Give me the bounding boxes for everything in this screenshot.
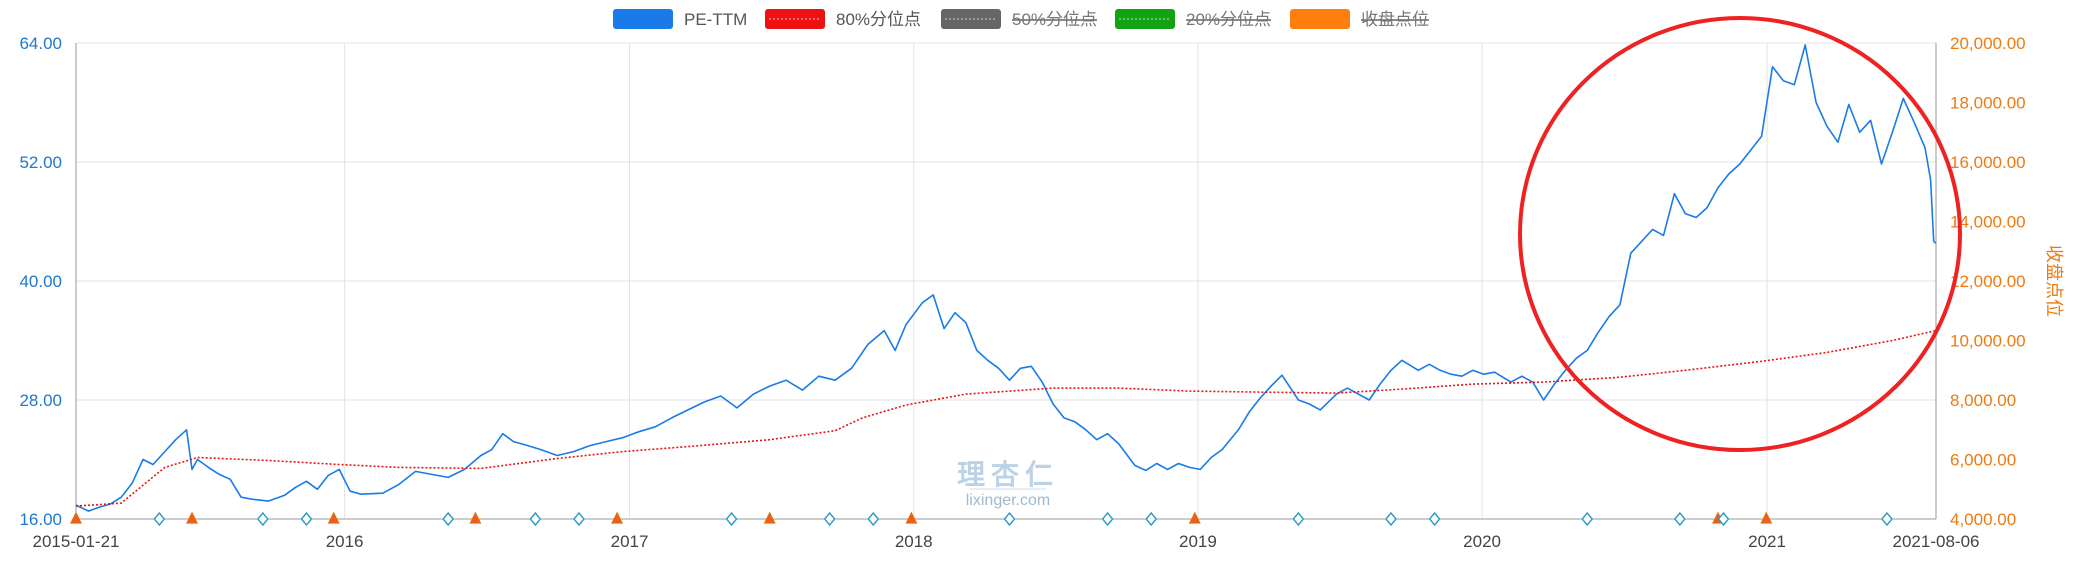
diamond-marker: [1581, 511, 1594, 527]
triangle-marker: [763, 511, 776, 524]
right-y-tick-label: 8,000.00: [1950, 391, 2016, 410]
event-markers: [70, 511, 1893, 527]
legend-item[interactable]: PE-TTM: [613, 9, 747, 29]
legend-label: 20%分位点: [1186, 10, 1271, 29]
triangle-marker: [186, 511, 198, 524]
right-y-tick-label: 18,000.00: [1950, 94, 2026, 113]
right-y-axis-title: 收盘点位: [2043, 245, 2064, 317]
triangle-marker: [469, 511, 482, 524]
legend-item[interactable]: 50%分位点: [941, 9, 1097, 29]
diamond-marker: [867, 511, 880, 527]
right-y-tick-label: 6,000.00: [1950, 451, 2016, 470]
legend-label: 80%分位点: [836, 10, 921, 29]
right-y-tick-label: 14,000.00: [1950, 213, 2026, 232]
series-layer: [75, 44, 1937, 512]
legend-label: 50%分位点: [1012, 10, 1097, 29]
triangle-marker: [70, 511, 82, 524]
triangle-marker: [905, 511, 918, 524]
right-y-tick-label: 4,000.00: [1950, 510, 2016, 529]
left-y-tick-label: 28.00: [19, 391, 62, 410]
left-y-tick-label: 16.00: [19, 510, 62, 529]
legend-item[interactable]: 80%分位点: [765, 9, 921, 29]
right-y-tick-label: 12,000.00: [1950, 272, 2026, 291]
pe-ttm-line: [75, 44, 1937, 512]
grid-lines: [76, 42, 1936, 520]
legend: PE-TTM 80%分位点 50%分位点 20%分位点 收盘点位: [613, 9, 1429, 29]
legend-label: PE-TTM: [684, 10, 747, 29]
left-y-tick-label: 64.00: [19, 34, 62, 53]
diamond-marker: [1145, 511, 1158, 527]
diamond-marker: [256, 511, 269, 527]
left-y-tick-label: 52.00: [19, 153, 62, 172]
x-tick-label: 2021-08-06: [1893, 532, 1980, 551]
triangle-marker: [611, 511, 624, 524]
diamond-marker: [823, 511, 836, 527]
diamond-marker: [300, 511, 313, 527]
percentile-80-line: [75, 329, 1937, 507]
watermark: 理杏仁 lixinger.com: [957, 458, 1059, 509]
x-tick-label: 2017: [611, 532, 649, 551]
diamond-marker: [1673, 511, 1686, 527]
diamond-marker: [1881, 511, 1893, 527]
diamond-marker: [1385, 511, 1397, 527]
legend-swatch: [941, 9, 1001, 29]
watermark-site-text: lixinger.com: [966, 492, 1050, 509]
x-tick-label: 2015-01-21: [33, 532, 120, 551]
diamond-marker: [1101, 511, 1114, 527]
diamond-marker: [153, 511, 166, 527]
right-y-tick-label: 10,000.00: [1950, 332, 2026, 351]
axes: 16.00 28.00 40.00 52.00 64.00 4,000.00 6,000.0…: [19, 34, 2064, 551]
legend-item[interactable]: 20%分位点: [1115, 9, 1271, 29]
triangle-marker: [327, 511, 340, 524]
legend-label: 收盘点位: [1361, 10, 1429, 29]
left-y-tick-label: 40.00: [19, 272, 62, 291]
x-tick-label: 2019: [1179, 532, 1217, 551]
diamond-marker: [442, 511, 455, 527]
x-tick-label: 2020: [1463, 532, 1501, 551]
legend-swatch: [613, 9, 673, 29]
legend-swatch: [1115, 9, 1175, 29]
x-tick-label: 2016: [326, 532, 364, 551]
diamond-marker: [1003, 511, 1016, 527]
legend-item[interactable]: 收盘点位: [1290, 9, 1429, 29]
triangle-marker: [1760, 511, 1773, 524]
diamond-marker: [573, 511, 585, 527]
x-tick-label: 2021: [1748, 532, 1786, 551]
right-y-tick-label: 16,000.00: [1950, 153, 2026, 172]
legend-swatch: [1290, 9, 1350, 29]
x-tick-label: 2018: [895, 532, 933, 551]
diamond-marker: [1428, 511, 1441, 527]
diamond-marker: [725, 511, 738, 527]
diamond-marker: [529, 511, 542, 527]
diamond-marker: [1717, 511, 1730, 527]
diamond-marker: [1292, 511, 1305, 527]
watermark-logo-text: 理杏仁: [957, 458, 1059, 491]
right-y-tick-label: 20,000.00: [1950, 34, 2026, 53]
triangle-marker: [1188, 511, 1201, 524]
highlight-circle-annotation: [1518, 16, 1962, 452]
